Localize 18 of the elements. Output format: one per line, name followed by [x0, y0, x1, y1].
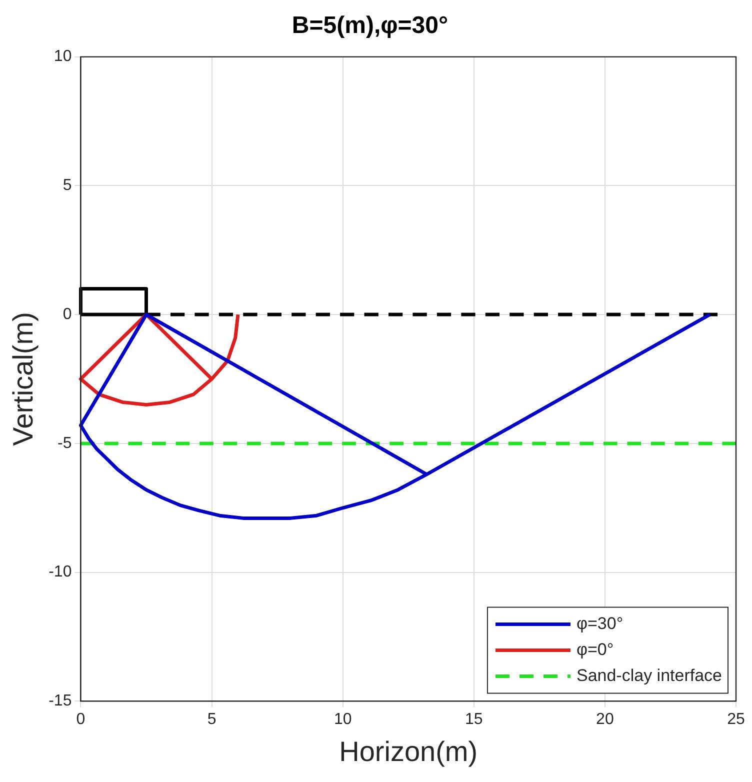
- chart-title: B=5(m),φ=30°: [292, 12, 448, 40]
- y-tick-label: 10: [54, 48, 72, 66]
- x-axis-title: Horizon(m): [339, 736, 478, 767]
- x-tick-label: 0: [76, 711, 86, 728]
- x-tick-label: 5: [207, 711, 216, 728]
- y-axis-title: Vertical(m): [8, 312, 39, 446]
- x-tick-label: 10: [334, 711, 352, 728]
- y-tick-label: 5: [62, 177, 72, 194]
- y-tick-label: -15: [48, 692, 72, 710]
- x-tick-label: 15: [464, 711, 483, 728]
- y-tick-label: 0: [62, 306, 72, 323]
- legend-label: φ=0°: [576, 640, 614, 659]
- x-tick-label: 20: [596, 711, 614, 728]
- legend-label: Sand-clay interface: [576, 666, 722, 685]
- y-tick-label: -5: [57, 434, 72, 452]
- x-tick-label: 25: [727, 711, 745, 728]
- y-tick-label: -10: [48, 564, 72, 581]
- legend-label: φ=30°: [576, 614, 624, 633]
